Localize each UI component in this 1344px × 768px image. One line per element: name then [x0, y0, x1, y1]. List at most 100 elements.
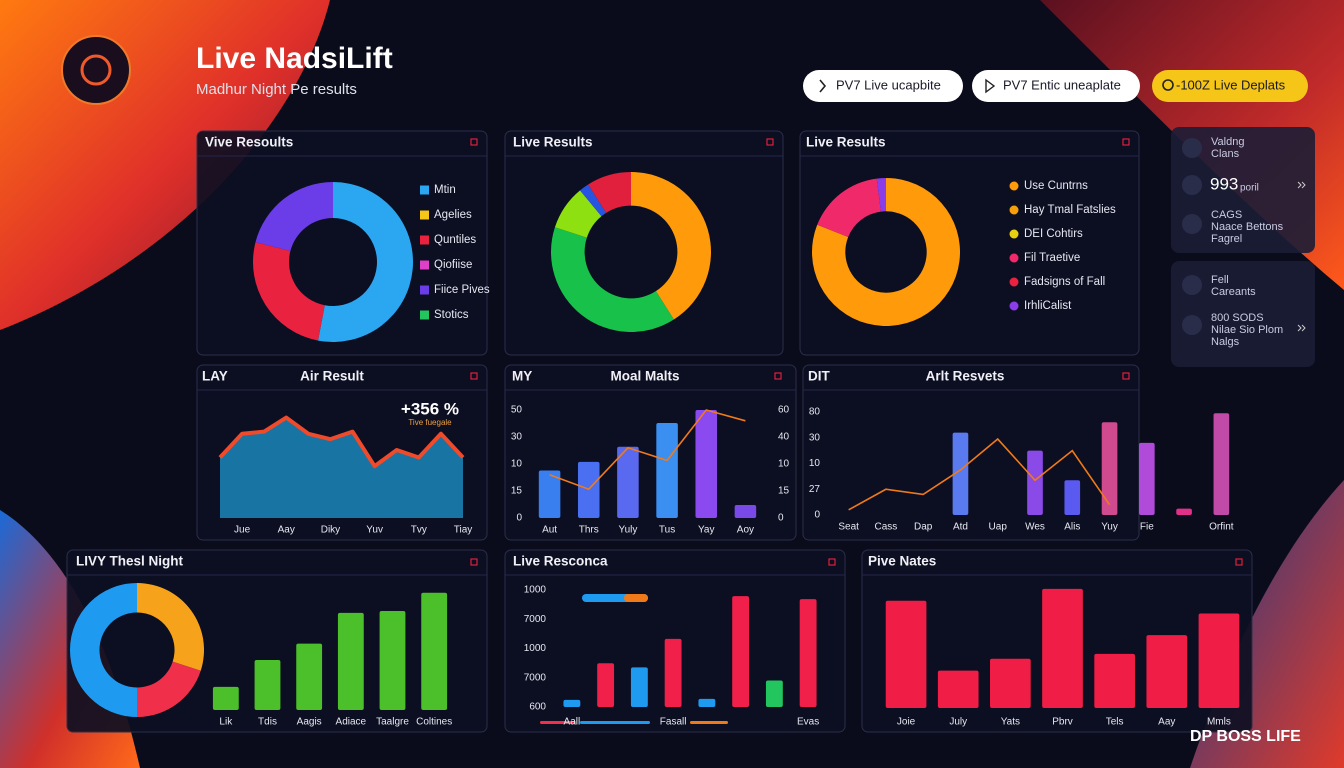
x-tick-label: Tels: [1106, 717, 1124, 728]
legend-label: Agelies: [434, 209, 472, 221]
panel-label: LAY: [202, 369, 228, 384]
legend-swatch: [420, 310, 429, 320]
button-label[interactable]: -100Z Live Deplats: [1176, 77, 1286, 92]
bar: [1213, 413, 1230, 515]
button-label[interactable]: PV7 Live ucapbite: [836, 77, 941, 92]
side-card: [1171, 127, 1315, 253]
button[interactable]: [1152, 70, 1308, 102]
pie-slice: [137, 661, 201, 717]
side-icon: [1182, 275, 1202, 295]
side-icon: [1182, 214, 1202, 234]
x-tick-label: Fie: [1140, 522, 1154, 533]
legend-label: Fadsigns of Fall: [1024, 276, 1105, 288]
bar: [990, 658, 1031, 708]
side-text: 800 SODS: [1211, 312, 1264, 324]
side-text: poril: [1240, 183, 1259, 194]
legend-bar: [690, 721, 728, 724]
legend-label: IrhliCalist: [1024, 300, 1072, 312]
y-tick-label: 10: [809, 458, 821, 469]
y-tick-label: 15: [778, 486, 790, 497]
annotation: +356 %: [401, 399, 459, 418]
pie-slice: [554, 190, 602, 238]
y-tick-label: 30: [809, 432, 821, 443]
legend-label: Use Cuntrns: [1024, 180, 1088, 192]
panel-title: Live Results: [806, 135, 886, 150]
x-tick-label: Orfint: [1209, 522, 1234, 533]
x-tick-label: Yats: [1001, 717, 1020, 728]
x-tick-label: Tus: [659, 525, 675, 536]
bar: [695, 410, 718, 518]
x-tick-label: Mmls: [1207, 717, 1231, 728]
bar: [296, 643, 323, 710]
bar: [732, 596, 750, 707]
side-icon: [1182, 138, 1202, 158]
pie-slice: [318, 182, 414, 343]
legend-swatch: [1009, 205, 1019, 215]
y-tick-label: 10: [778, 459, 790, 470]
legend-swatch: [420, 285, 429, 295]
side-value: 993: [1210, 174, 1238, 193]
button-icon: [819, 79, 827, 93]
line: [848, 437, 1111, 511]
legend-bar: [580, 721, 650, 724]
x-tick-label: Yuly: [618, 525, 637, 536]
legend-swatch: [420, 185, 429, 195]
pie-slice: [255, 182, 333, 252]
bar: [698, 698, 716, 707]
x-tick-label: Yuy: [1101, 522, 1118, 533]
side-text: Valdng: [1211, 136, 1244, 148]
bar: [1138, 442, 1155, 515]
x-tick-label: Seat: [838, 522, 859, 533]
bar: [937, 670, 979, 708]
x-tick-label: Yay: [698, 525, 715, 536]
legend-swatch: [1009, 301, 1019, 311]
panel-title: Live Results: [513, 135, 593, 150]
button-label[interactable]: PV7 Entic uneaplate: [1003, 77, 1121, 92]
bar: [885, 600, 927, 708]
y-tick-label: 40: [778, 432, 790, 443]
legend-label: Qiofiise: [434, 259, 472, 271]
bar: [379, 610, 406, 710]
chevron[interactable]: [1297, 181, 1306, 332]
x-tick-label: Jue: [234, 525, 251, 536]
x-tick-label: Dap: [914, 522, 933, 533]
panel-label: DIT: [808, 369, 831, 384]
button[interactable]: [972, 70, 1140, 102]
bar: [538, 470, 561, 518]
x-tick-label: Aay: [1158, 717, 1175, 728]
bar: [1146, 635, 1188, 708]
pie-slice: [876, 178, 886, 212]
button[interactable]: [803, 70, 963, 102]
bar: [254, 660, 281, 710]
panel-title: Moal Malts: [610, 369, 679, 384]
x-tick-label: July: [949, 717, 967, 728]
pie-slice: [588, 172, 631, 213]
bar: [734, 505, 757, 518]
page-subtitle: Madhur Night Pe results: [196, 81, 357, 98]
panel-title: Air Result: [300, 369, 364, 384]
legend-label: Stotics: [434, 309, 469, 321]
panel: [799, 130, 1140, 356]
side-text: Naace Bettons: [1211, 221, 1284, 233]
bar: [1064, 480, 1081, 515]
y-tick-label: 0: [814, 510, 820, 521]
footer-brand: DP BOSS LIFE: [1190, 728, 1301, 745]
x-tick-label: Diky: [321, 525, 340, 536]
side-text: Careants: [1211, 286, 1256, 298]
legend-label: Fiice Pives: [434, 284, 490, 296]
pie-slice: [580, 184, 607, 217]
y-tick-label: 1000: [524, 643, 547, 654]
bar: [799, 599, 817, 707]
legend-swatch: [1009, 253, 1019, 263]
panel-title: Live Resconca: [513, 554, 608, 569]
y-tick-label: 0: [516, 513, 522, 524]
bar: [1094, 653, 1135, 708]
panel-title: Arlt Resvets: [926, 369, 1005, 384]
y-tick-label: 7000: [524, 614, 547, 625]
x-tick-label: Aagis: [297, 717, 322, 728]
x-tick-label: Lik: [219, 717, 233, 728]
pie-slice: [812, 178, 961, 326]
x-tick-label: Taalgre: [376, 717, 409, 728]
side-panel: Valdng Clans 993 poril CAGS Naace Betton…: [1171, 127, 1315, 367]
